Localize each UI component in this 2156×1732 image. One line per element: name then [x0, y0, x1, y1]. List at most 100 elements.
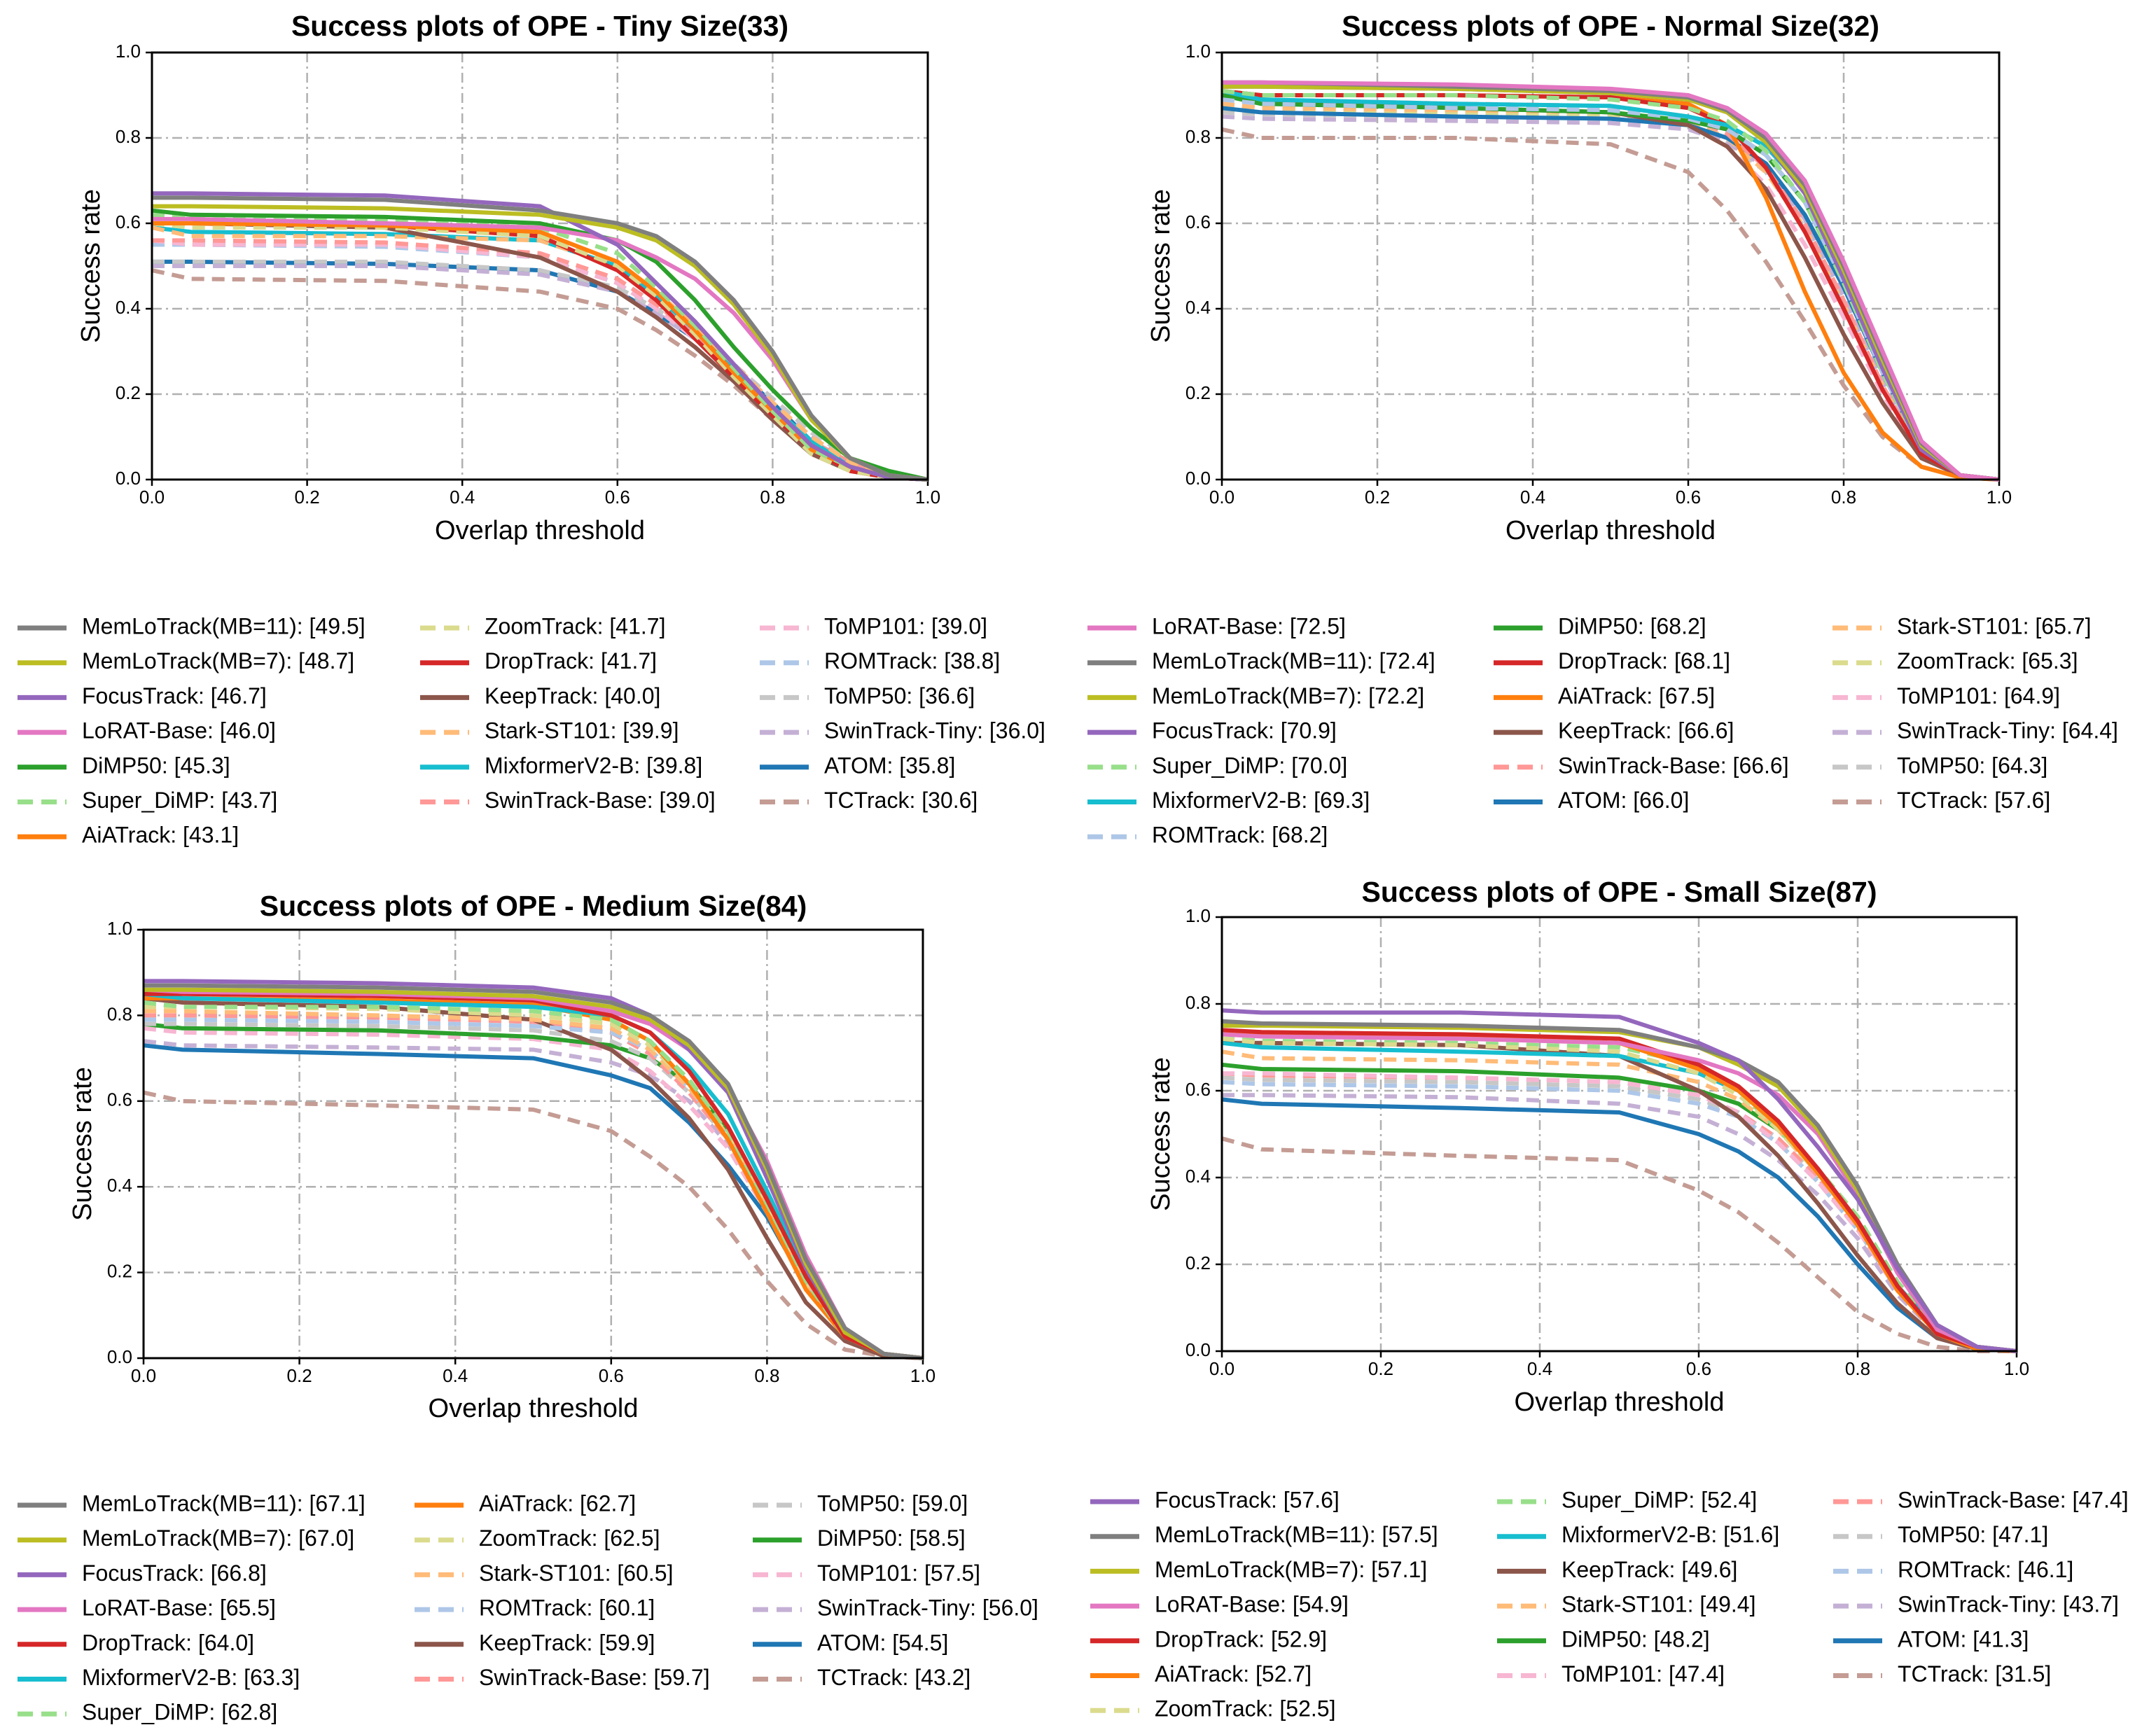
legend-item: MemLoTrack(MB=7): [67.0] — [18, 1525, 354, 1551]
legend-label: SwinTrack-Tiny: [43.7] — [1898, 1592, 2119, 1617]
legend-label: MemLoTrack(MB=7): [72.2] — [1152, 683, 1424, 708]
legend-label: Stark-ST101: [65.7] — [1897, 613, 2091, 638]
legend-label: ZoomTrack: [65.3] — [1897, 648, 2078, 673]
y-tick-label: 0.0 — [1185, 468, 1211, 489]
legend-item: LoRAT-Base: [46.0] — [18, 718, 276, 743]
legend-item: ROMTrack: [68.2] — [1087, 823, 1328, 848]
legend-label: ToMP50: [64.3] — [1897, 753, 2047, 778]
legend-label: ToMP50: [59.0] — [817, 1490, 968, 1516]
legend-item: ATOM: [41.3] — [1833, 1626, 2029, 1651]
legend-item: FocusTrack: [46.7] — [18, 683, 267, 708]
series-line-aiatrack — [1221, 88, 2000, 482]
x-tick-label: 0.8 — [754, 1365, 779, 1386]
legend-item: ROMTrack: [60.1] — [415, 1595, 655, 1621]
legend-label: MemLoTrack(MB=7): [67.0] — [82, 1525, 354, 1551]
chart-panel-2: Success plots of OPE - Medium Size(84) 0.… — [18, 890, 1038, 1725]
legend-item: ToMP101: [57.5] — [753, 1560, 980, 1586]
series-line-droptrack — [1221, 88, 2000, 482]
series-line-tomp101 — [1221, 102, 2000, 482]
legend-label: MixformerV2-B: [51.6] — [1562, 1522, 1779, 1547]
legend-label: KeepTrack: [40.0] — [485, 683, 660, 708]
legend-label: ATOM: [66.0] — [1558, 788, 1689, 813]
y-tick-label: 0.4 — [1185, 297, 1211, 318]
x-axis-label: Overlap threshold — [429, 1394, 639, 1423]
legend-item: AiATrack: [52.7] — [1090, 1661, 1312, 1686]
legend-label: MemLoTrack(MB=11): [57.5] — [1155, 1522, 1438, 1547]
legend-item: ToMP101: [64.9] — [1832, 683, 2060, 708]
legend-label: ROMTrack: [68.2] — [1152, 823, 1328, 848]
x-tick-label: 0.4 — [1527, 1358, 1552, 1379]
y-tick-label: 0.8 — [116, 126, 141, 147]
series-line-memlotrack-mb-11- — [1222, 80, 2000, 482]
legend-item: SwinTrack-Tiny: [56.0] — [753, 1595, 1038, 1621]
legend-item: TCTrack: [57.6] — [1832, 788, 2050, 813]
series-line-tomp50 — [144, 1021, 924, 1360]
legend-item: MixformerV2-B: [39.8] — [420, 753, 702, 778]
legend-label: ZoomTrack: [52.5] — [1155, 1696, 1335, 1721]
legend-label: ATOM: [35.8] — [824, 753, 955, 778]
legend-label: SwinTrack-Tiny: [56.0] — [817, 1595, 1038, 1621]
series-line-mixformerv2-b — [1221, 88, 2000, 482]
series-line-swintrack-tiny — [1221, 114, 2000, 482]
legend-label: ATOM: [41.3] — [1898, 1626, 2029, 1651]
legend-item: MixformerV2-B: [51.6] — [1497, 1522, 1779, 1547]
legend-label: LoRAT-Base: [65.5] — [82, 1595, 276, 1621]
x-tick-label: 0.8 — [1831, 487, 1856, 508]
y-tick-label: 0.4 — [1185, 1166, 1211, 1187]
series-line-lorat-base — [1222, 80, 2000, 482]
legend-item: Super_DiMP: [43.7] — [18, 788, 277, 813]
legend-item: SwinTrack-Base: [66.6] — [1494, 753, 1789, 778]
x-tick-label: 0.6 — [599, 1365, 624, 1386]
x-tick-label: 1.0 — [915, 487, 940, 508]
legend-item: MemLoTrack(MB=11): [57.5] — [1090, 1522, 1438, 1547]
legend-item: SwinTrack-Tiny: [43.7] — [1833, 1592, 2119, 1617]
y-tick-label: 1.0 — [107, 918, 132, 939]
series-line-super-dimp — [151, 212, 929, 482]
legend-item: ToMP101: [39.0] — [760, 613, 987, 638]
legend-item: SwinTrack-Base: [59.7] — [415, 1665, 710, 1690]
legend-item: TCTrack: [31.5] — [1833, 1661, 2051, 1686]
series-line-swintrack-base — [152, 238, 929, 482]
series-line-tomp101 — [143, 1026, 924, 1360]
legend-item: KeepTrack: [59.9] — [415, 1630, 655, 1655]
series-line-focustrack — [1221, 1008, 2017, 1353]
y-tick-label: 1.0 — [116, 41, 141, 62]
y-tick-label: 0.2 — [1185, 382, 1211, 403]
legend-item: ATOM: [35.8] — [760, 753, 955, 778]
legend-label: ZoomTrack: [62.5] — [479, 1525, 660, 1551]
series-line-stark-st101 — [144, 1009, 924, 1360]
legend-item: ToMP50: [47.1] — [1833, 1522, 2048, 1547]
legend-item: ROMTrack: [38.8] — [760, 648, 1000, 673]
legend-item: FocusTrack: [70.9] — [1087, 718, 1337, 743]
plot-frame — [151, 51, 929, 481]
legend-item: KeepTrack: [66.6] — [1494, 718, 1734, 743]
legend-label: MemLoTrack(MB=11): [72.4] — [1152, 648, 1435, 673]
legend-item: ZoomTrack: [41.7] — [420, 613, 665, 638]
legend-item: MemLoTrack(MB=11): [49.5] — [18, 613, 366, 638]
legend-label: ZoomTrack: [41.7] — [485, 613, 665, 638]
legend-label: MemLoTrack(MB=7): [48.7] — [82, 648, 354, 673]
y-tick-label: 0.4 — [107, 1175, 132, 1196]
legend-label: FocusTrack: [57.6] — [1155, 1487, 1340, 1512]
legend-item: AiATrack: [43.1] — [18, 823, 239, 848]
x-tick-label: 0.2 — [287, 1365, 312, 1386]
legend-item: Stark-ST101: [60.5] — [415, 1560, 673, 1586]
y-tick-label: 1.0 — [1185, 41, 1211, 62]
legend-label: FocusTrack: [46.7] — [82, 683, 267, 708]
series-lines — [1221, 1008, 2017, 1353]
legend-label: ToMP101: [57.5] — [817, 1560, 980, 1586]
legend-item: Super_DiMP: [70.0] — [1087, 753, 1347, 778]
legend-label: Super_DiMP: [43.7] — [82, 788, 277, 813]
legend-item: TCTrack: [30.6] — [760, 788, 978, 813]
legend: FocusTrack: [57.6] MemLoTrack(MB=11): [57… — [1090, 1487, 2129, 1721]
y-tick-label: 0.8 — [107, 1003, 132, 1024]
x-tick-label: 1.0 — [2004, 1358, 2029, 1379]
x-tick-label: 0.4 — [450, 487, 475, 508]
y-axis-label: Success rate — [76, 189, 106, 343]
series-lines — [151, 191, 929, 482]
chart-title: Success plots of OPE - Tiny Size(33) — [291, 10, 788, 42]
legend-label: DiMP50: [58.5] — [817, 1525, 966, 1551]
legend-item: ATOM: [66.0] — [1494, 788, 1689, 813]
series-line-keeptrack — [1222, 1040, 2017, 1353]
